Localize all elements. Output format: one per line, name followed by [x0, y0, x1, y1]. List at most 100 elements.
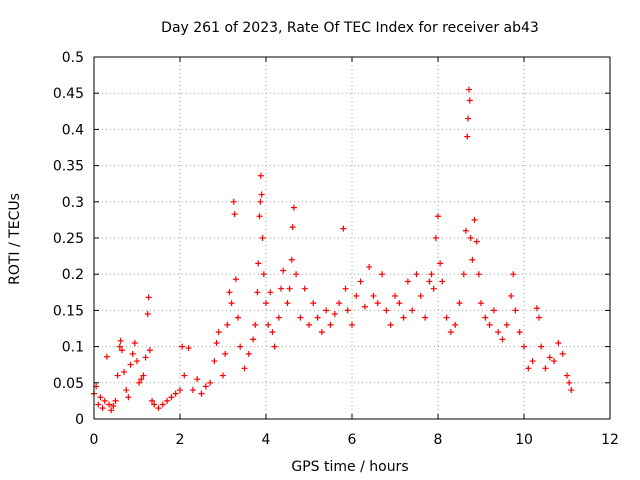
data-point	[568, 387, 575, 394]
data-point	[123, 387, 130, 394]
data-point	[260, 271, 267, 278]
data-point	[465, 115, 472, 122]
data-point	[503, 321, 510, 328]
data-point	[259, 235, 266, 241]
data-point	[110, 402, 117, 409]
data-point	[357, 278, 364, 285]
data-point	[226, 289, 233, 296]
data-point	[490, 307, 497, 314]
data-point	[125, 394, 132, 401]
data-point	[250, 336, 257, 343]
data-point	[144, 311, 151, 318]
data-point	[275, 314, 282, 321]
y-tick-label: 0.35	[53, 159, 84, 175]
data-point	[318, 329, 325, 336]
data-point	[230, 198, 237, 205]
data-point	[467, 235, 474, 241]
data-point	[288, 256, 295, 263]
y-tick-label: 0.3	[62, 195, 84, 211]
data-point	[464, 133, 471, 140]
data-point	[439, 278, 446, 285]
data-point	[521, 343, 527, 350]
data-point	[443, 314, 450, 321]
data-point	[349, 321, 355, 328]
data-point	[284, 300, 291, 307]
data-point	[245, 350, 252, 357]
data-point	[486, 321, 493, 328]
data-point	[512, 307, 519, 314]
data-point	[387, 321, 394, 328]
data-point	[301, 285, 308, 292]
data-point	[426, 278, 433, 285]
data-point	[155, 405, 162, 412]
data-point	[447, 329, 454, 336]
y-tick-label: 0.15	[53, 303, 84, 319]
data-point	[211, 358, 218, 365]
data-point	[533, 305, 540, 312]
data-point	[127, 361, 134, 368]
data-point	[297, 314, 304, 321]
data-point	[263, 300, 269, 307]
grid-lines	[94, 57, 610, 419]
data-point	[327, 321, 334, 328]
data-point	[145, 294, 152, 301]
data-point	[344, 307, 351, 314]
data-point	[495, 329, 502, 336]
data-point	[460, 271, 467, 278]
data-point	[237, 343, 244, 350]
data-point	[409, 307, 416, 314]
data-point	[508, 292, 515, 299]
y-tick-label: 0.4	[62, 122, 84, 138]
y-tick-label: 0.5	[62, 50, 84, 66]
data-point	[241, 365, 248, 372]
data-point	[510, 271, 517, 278]
data-point	[374, 300, 381, 307]
data-point	[149, 397, 156, 404]
data-point	[396, 300, 403, 307]
y-tick-label: 0.25	[53, 231, 84, 247]
x-tick-labels: 0 2 4 6 8 10 12	[90, 432, 619, 448]
data-point	[254, 289, 261, 296]
data-point	[289, 224, 296, 231]
data-point	[546, 354, 553, 361]
data-point	[215, 329, 222, 336]
data-point	[265, 321, 272, 328]
x-tick-label: 8	[434, 432, 443, 448]
data-point	[366, 263, 373, 270]
data-point	[400, 314, 407, 321]
data-point	[478, 300, 484, 307]
data-point	[95, 401, 102, 408]
data-point	[499, 336, 506, 343]
data-point	[536, 314, 543, 321]
y-tick-label: 0.45	[53, 86, 84, 102]
data-point	[310, 300, 317, 307]
data-point	[140, 372, 147, 379]
data-point	[159, 401, 166, 408]
data-point	[323, 307, 330, 314]
y-tick-label: 0.2	[62, 267, 84, 283]
data-point	[542, 365, 549, 372]
data-point	[392, 292, 398, 299]
data-point	[108, 407, 115, 414]
data-point	[529, 358, 536, 365]
data-point	[456, 300, 463, 307]
chart-title: Day 261 of 2023, Rate Of TEC Index for r…	[161, 20, 539, 36]
y-tick-label: 0.1	[62, 340, 84, 356]
data-point	[257, 198, 264, 205]
data-point	[430, 285, 437, 292]
data-point	[116, 343, 123, 350]
data-point	[466, 97, 473, 104]
data-points	[91, 86, 575, 414]
x-tick-label: 4	[262, 432, 271, 448]
data-point	[469, 256, 476, 263]
data-point	[428, 271, 435, 278]
data-point	[134, 358, 140, 365]
data-point	[267, 289, 274, 296]
data-point	[138, 376, 145, 383]
data-point	[306, 321, 312, 328]
data-point	[538, 343, 545, 350]
data-point	[271, 343, 278, 350]
data-point	[146, 347, 153, 354]
data-point	[331, 311, 338, 318]
data-point	[432, 235, 439, 241]
